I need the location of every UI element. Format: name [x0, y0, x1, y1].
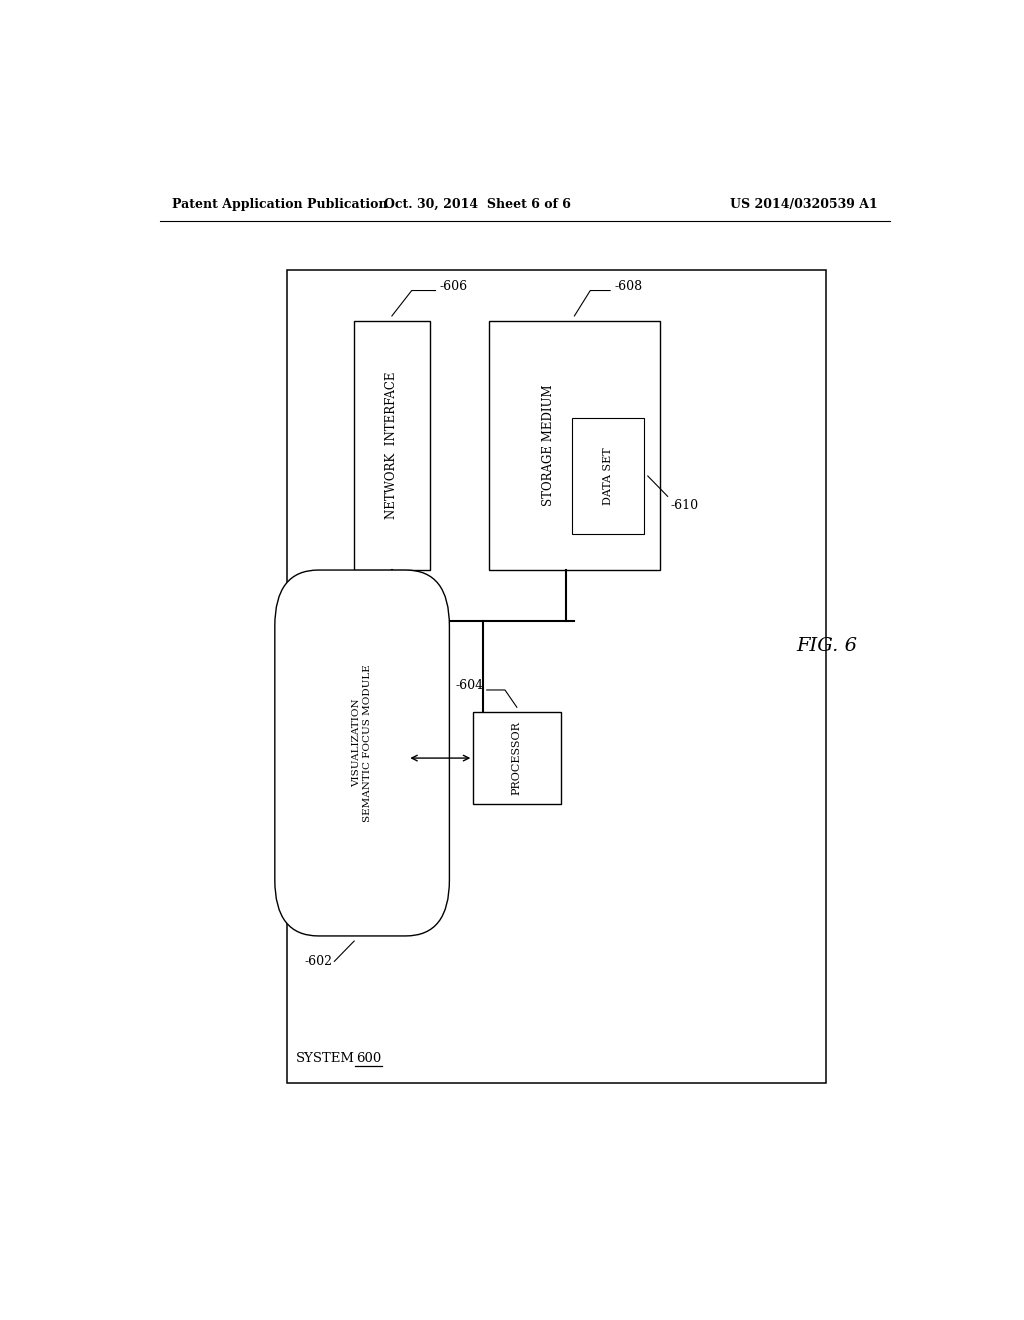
Text: -602: -602	[305, 954, 333, 968]
Text: -610: -610	[670, 499, 698, 512]
Bar	[354, 321, 430, 570]
FancyBboxPatch shape	[274, 570, 450, 936]
Text: VISUALIZATION
SEMANTIC FOCUS MODULE: VISUALIZATION SEMANTIC FOCUS MODULE	[352, 664, 373, 822]
Text: SYSTEM: SYSTEM	[296, 1052, 355, 1065]
Bar	[473, 713, 560, 804]
Text: -604: -604	[456, 678, 483, 692]
Text: STORAGE MEDIUM: STORAGE MEDIUM	[543, 384, 555, 507]
Bar	[489, 321, 659, 570]
Bar	[572, 417, 644, 535]
Bar	[287, 271, 826, 1084]
Text: Patent Application Publication: Patent Application Publication	[172, 198, 387, 211]
Text: NETWORK  INTERFACE: NETWORK INTERFACE	[385, 372, 398, 519]
Text: US 2014/0320539 A1: US 2014/0320539 A1	[730, 198, 878, 211]
Text: 600: 600	[355, 1052, 381, 1065]
Text: PROCESSOR: PROCESSOR	[512, 721, 522, 795]
Text: DATA SET: DATA SET	[603, 447, 613, 504]
Text: FIG. 6: FIG. 6	[796, 638, 857, 655]
Text: Oct. 30, 2014  Sheet 6 of 6: Oct. 30, 2014 Sheet 6 of 6	[384, 198, 570, 211]
Text: -606: -606	[439, 280, 468, 293]
Text: -608: -608	[614, 280, 642, 293]
